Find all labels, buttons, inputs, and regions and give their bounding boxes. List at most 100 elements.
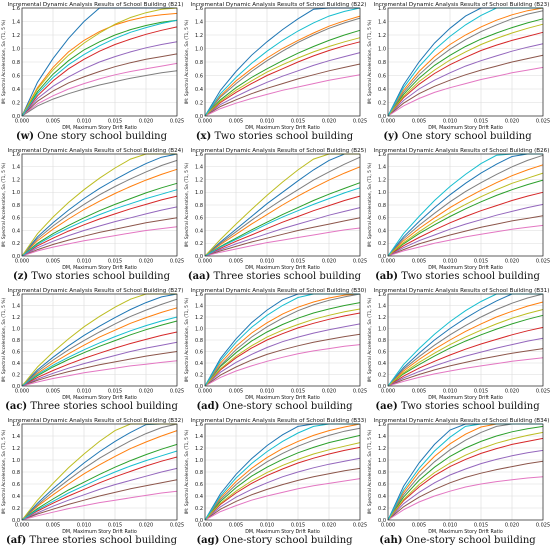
chart-title: Incremental Dynamic Analysis Results of … [374, 2, 550, 8]
chart-svg: Incremental Dynamic Analysis Results of … [367, 288, 550, 401]
ida-curve [387, 153, 543, 257]
x-axis-label: DM, Maximum Story Drift Ratio [428, 395, 503, 401]
y-tick-label: 1.6 [378, 292, 386, 298]
x-tick-label: 0.000 [381, 119, 395, 125]
y-tick-label: 1.6 [378, 6, 386, 12]
ida-curve [387, 425, 544, 521]
y-tick-label: 0.6 [12, 73, 20, 79]
ida-curve [204, 446, 361, 521]
ida-curve [21, 320, 178, 387]
chart-svg: Incremental Dynamic Analysis Results of … [184, 148, 367, 271]
ida-curve [21, 153, 178, 257]
ida-curve [387, 309, 544, 387]
ida-curve [21, 26, 178, 117]
y-tick-label: 0.8 [378, 338, 386, 344]
ida-curve [21, 70, 178, 117]
y-tick-label: 1.4 [12, 434, 20, 440]
x-tick-label: 0.000 [15, 523, 29, 529]
ida-curve [387, 460, 544, 521]
x-tick-label: 0.025 [536, 389, 550, 395]
y-axis-label: IM: Spectral Acceleration, Sa (T1, 5 %) [1, 162, 7, 247]
y-tick-label: 1.0 [12, 190, 20, 196]
x-tick-label: 0.020 [139, 259, 153, 265]
y-tick-label: 1.4 [378, 303, 386, 309]
x-tick-label: 0.005 [412, 119, 426, 125]
y-tick-label: 0.8 [195, 470, 203, 476]
ida-curve [204, 423, 361, 521]
caption-text: Three stories school building [210, 271, 362, 282]
ida-curve [204, 63, 361, 117]
y-tick-label: 0.2 [378, 506, 386, 512]
ida-curve [387, 476, 544, 521]
ida-curve [204, 427, 361, 521]
chart-title: Incremental Dynamic Analysis Results of … [191, 288, 367, 294]
ida-curve [387, 203, 544, 257]
caption-tag: (ad) [196, 401, 220, 412]
y-tick-label: 0.4 [12, 361, 20, 367]
x-tick-label: 0.010 [77, 259, 91, 265]
ida-curve [204, 227, 361, 257]
ida-curve [204, 74, 361, 117]
y-axis-label: IM: Spectral Acceleration, Sa (T1, 5 %) [1, 19, 7, 104]
figure-caption: (ad) One-story school building [183, 401, 366, 412]
chart-svg: Incremental Dynamic Analysis Results of … [184, 288, 367, 401]
ida-curve [387, 179, 544, 257]
plot-frame [21, 153, 178, 257]
ida-curve [387, 18, 544, 117]
y-tick-label: 0.6 [378, 73, 386, 79]
ida-curve [204, 293, 361, 387]
y-tick-label: 1.6 [12, 292, 20, 298]
x-tick-label: 0.005 [412, 389, 426, 395]
x-axis-label: DM, Maximum Story Drift Ratio [62, 125, 137, 131]
y-tick-label: 1.2 [195, 446, 203, 452]
x-tick-label: 0.000 [198, 389, 212, 395]
ida-curve [21, 423, 178, 521]
y-tick-label: 0.2 [12, 372, 20, 378]
y-tick-label: 0.8 [12, 470, 20, 476]
ida-curve [21, 341, 178, 387]
x-tick-label: 0.015 [108, 389, 122, 395]
x-tick-label: 0.020 [322, 523, 336, 529]
plot-frame [204, 423, 361, 521]
ida-curve [387, 348, 544, 387]
y-tick-label: 0.0 [195, 518, 203, 524]
ida-curve [204, 187, 361, 257]
x-axis-label: DM, Maximum Story Drift Ratio [245, 529, 320, 535]
x-tick-label: 0.005 [412, 259, 426, 265]
y-tick-label: 0.4 [195, 494, 203, 500]
ida-curve [21, 467, 178, 521]
ida-curve [21, 450, 178, 521]
x-tick-label: 0.025 [536, 523, 550, 529]
ida-curve [21, 226, 178, 257]
x-tick-label: 0.020 [505, 389, 519, 395]
x-tick-label: 0.015 [108, 119, 122, 125]
y-tick-label: 0.4 [12, 494, 20, 500]
y-tick-label: 1.4 [12, 303, 20, 309]
x-tick-label: 0.015 [474, 259, 488, 265]
x-tick-label: 0.010 [77, 389, 91, 395]
ida-curve [204, 41, 361, 117]
x-tick-label: 0.010 [260, 119, 274, 125]
ida-curve [204, 15, 361, 117]
ida-curve [21, 456, 178, 521]
caption-tag: (ah) [379, 535, 403, 546]
y-tick-label: 0.0 [195, 114, 203, 120]
figure-caption: (z) Two stories school building [0, 271, 183, 282]
x-axis-label: DM, Maximum Story Drift Ratio [62, 395, 137, 401]
y-tick-label: 1.0 [12, 326, 20, 332]
y-tick-label: 1.0 [378, 326, 386, 332]
y-tick-label: 1.4 [378, 19, 386, 25]
caption-text: Three stories school building [27, 401, 178, 412]
chart-title: Incremental Dynamic Analysis Results of … [191, 148, 367, 154]
y-tick-label: 1.6 [195, 152, 203, 158]
ida-curve [21, 195, 178, 257]
y-tick-label: 1.2 [378, 315, 386, 321]
y-tick-label: 1.2 [12, 315, 20, 321]
y-tick-label: 1.6 [195, 292, 203, 298]
x-tick-label: 0.020 [505, 523, 519, 529]
x-tick-label: 0.005 [412, 523, 426, 529]
y-axis-label: IM: Spectral Acceleration, Sa (T1, 5 %) [184, 19, 190, 104]
ida-curve [387, 326, 544, 387]
plot-frame [204, 7, 361, 117]
chart-panel: Incremental Dynamic Analysis Results of … [366, 146, 550, 286]
